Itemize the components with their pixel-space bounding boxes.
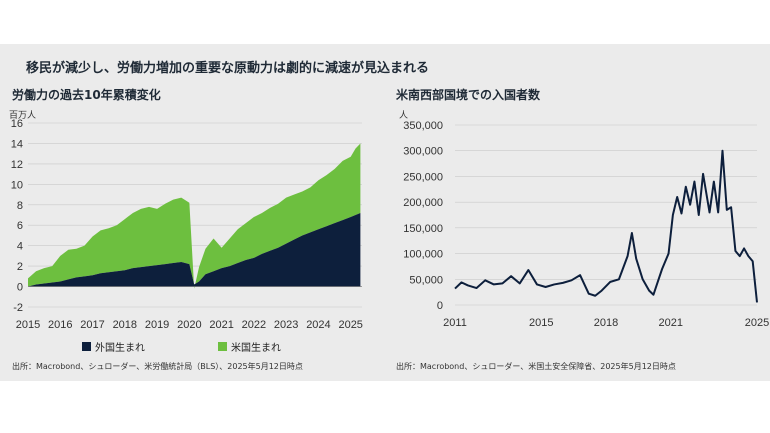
left-x-tick-label: 2022 <box>242 319 266 331</box>
legend-swatch-foreign <box>82 342 91 351</box>
left-y-tick-label: 2 <box>17 261 23 273</box>
right-chart-unit: 人 <box>399 111 409 121</box>
left-x-tick-label: 2020 <box>177 319 201 331</box>
right-y-tick-label: 250,000 <box>403 171 443 183</box>
left-y-tick-label: 10 <box>11 179 23 191</box>
right-x-tick-label: 2025 <box>745 317 769 329</box>
left-x-tick-label: 2015 <box>16 319 40 331</box>
right-y-tick-label: 350,000 <box>403 120 443 132</box>
left-x-tick-label: 2017 <box>80 319 104 331</box>
legend-label-native: 米国生まれ <box>231 343 281 354</box>
legend-foreign: 外国生まれ <box>82 339 145 354</box>
right-y-tick-label: 100,000 <box>403 249 443 261</box>
native-born-area <box>28 143 361 289</box>
right-y-tick-label: 50,000 <box>409 274 443 286</box>
legend-native: 米国生まれ <box>218 339 281 354</box>
border-encounters-line <box>454 149 758 303</box>
left-x-tick-label: 2016 <box>48 319 72 331</box>
left-x-tick-label: 2021 <box>209 319 233 331</box>
right-x-tick-label: 2018 <box>594 317 618 329</box>
left-y-tick-label: 12 <box>11 159 23 171</box>
left-y-tick-label: 0 <box>17 282 23 294</box>
right-source-note: 出所：Macrobond、シュローダー、米国土安全保障省、2025年5月12日時… <box>396 362 676 371</box>
left-x-tick-label: 2018 <box>113 319 137 331</box>
left-y-tick-label: 4 <box>17 241 23 253</box>
right-y-tick-label: 150,000 <box>403 223 443 235</box>
right-x-tick-label: 2011 <box>443 317 467 329</box>
left-y-tick-label: 6 <box>17 220 23 232</box>
left-y-tick-label: 14 <box>11 138 23 150</box>
left-y-tick-label: -2 <box>13 302 23 314</box>
left-chart-title: 労働力の過去10年累積変化 <box>12 88 161 102</box>
legend-swatch-native <box>218 342 227 351</box>
right-y-tick-label: 0 <box>437 300 443 312</box>
left-source-note: 出所：Macrobond、シュローダー、米労働統計局（BLS）、2025年5月1… <box>12 362 303 371</box>
right-chart-title: 米南西部国境での入国者数 <box>396 88 541 102</box>
left-x-tick-label: 2025 <box>338 319 362 331</box>
left-y-tick-label: 16 <box>11 118 23 130</box>
left-x-tick-label: 2023 <box>274 319 298 331</box>
right-x-tick-label: 2015 <box>529 317 553 329</box>
chart-panel <box>0 44 770 381</box>
left-x-tick-label: 2019 <box>145 319 169 331</box>
left-x-tick-label: 2024 <box>306 319 330 331</box>
left-chart-unit: 百万人 <box>9 111 37 121</box>
right-y-tick-label: 200,000 <box>403 197 443 209</box>
right-x-tick-label: 2021 <box>658 317 682 329</box>
legend-label-foreign: 外国生まれ <box>95 343 145 354</box>
left-y-tick-label: 8 <box>17 200 23 212</box>
headline: 移民が減少し、労働力増加の重要な原動力は劇的に減速が見込まれる <box>26 61 430 76</box>
foreign-born-area <box>28 212 361 287</box>
right-y-tick-label: 300,000 <box>403 146 443 158</box>
